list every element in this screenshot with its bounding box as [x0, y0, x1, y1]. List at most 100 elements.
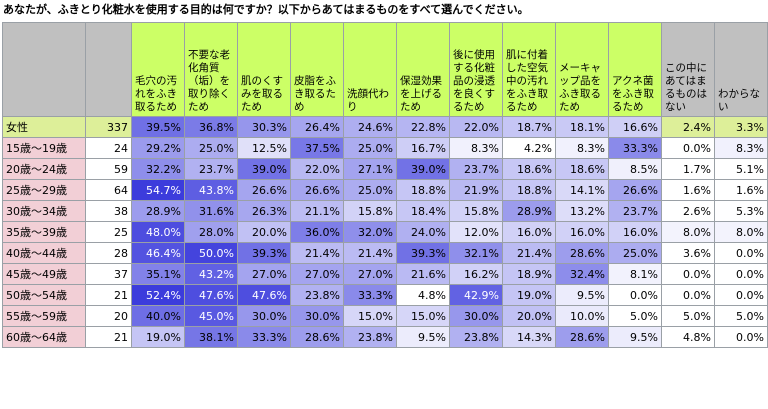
value-cell: 42.9% — [449, 284, 503, 306]
value-cell: 9.5% — [555, 284, 609, 306]
row-label: 女性 — [2, 116, 86, 138]
value-cell: 27.0% — [343, 263, 397, 285]
table-row: 20歳～24歳 59 32.2% 23.7% 39.0% 22.0% 27.1% 39.0% 2… — [2, 158, 768, 180]
value-cell: 32.2% — [131, 158, 185, 180]
value-cell: 19.0% — [502, 284, 556, 306]
value-cell: 39.3% — [237, 242, 291, 264]
value-cell: 0.0% — [714, 263, 768, 285]
value-cell: 33.3% — [343, 284, 397, 306]
value-cell: 1.6% — [714, 179, 768, 201]
row-label: 55歳～59歳 — [2, 305, 86, 327]
value-cell: 5.0% — [608, 305, 662, 327]
value-cell: 14.3% — [502, 326, 556, 348]
value-cell: 18.9% — [502, 263, 556, 285]
value-cell: 23.7% — [608, 200, 662, 222]
row-label: 35歳～39歳 — [2, 221, 86, 243]
value-cell: 28.6% — [555, 242, 609, 264]
table-row: 55歳～59歳 20 40.0% 45.0% 30.0% 30.0% 15.0% 15.0% 3… — [2, 305, 768, 327]
value-cell: 16.0% — [555, 221, 609, 243]
value-cell: 13.2% — [555, 200, 609, 222]
value-cell: 21.1% — [290, 200, 344, 222]
value-cell: 36.0% — [290, 221, 344, 243]
value-cell: 26.3% — [237, 200, 291, 222]
value-cell: 0.0% — [714, 326, 768, 348]
value-cell: 52.4% — [131, 284, 185, 306]
value-cell: 21.4% — [502, 242, 556, 264]
chart-title: あなたが、ふきとり化粧水を使用する目的は何ですか？以下からあてはまるものをすべて… — [3, 3, 529, 16]
value-cell: 1.6% — [661, 179, 715, 201]
row-n: 21 — [85, 284, 132, 306]
column-header: 保湿効果を上げるため — [396, 22, 450, 117]
value-cell: 3.3% — [714, 116, 768, 138]
value-cell: 21.4% — [343, 242, 397, 264]
row-label: 40歳～44歳 — [2, 242, 86, 264]
value-cell: 39.0% — [237, 158, 291, 180]
value-cell: 46.4% — [131, 242, 185, 264]
header-n — [85, 22, 132, 117]
row-label: 30歳～34歳 — [2, 200, 86, 222]
table-row: 50歳～54歳 21 52.4% 47.6% 47.6% 23.8% 33.3% 4.8% 42… — [2, 284, 768, 306]
value-cell: 39.0% — [396, 158, 450, 180]
results-table: 毛穴の汚れをふき取るため 不要な老化角質（垢）を取り除くため 肌のくすみを取るため皮… — [2, 22, 768, 348]
table-row: 45歳～49歳 37 35.1% 43.2% 27.0% 27.0% 27.0% 21.6% 1… — [2, 263, 768, 285]
value-cell: 12.5% — [237, 137, 291, 159]
row-n: 20 — [85, 305, 132, 327]
value-cell: 5.0% — [714, 305, 768, 327]
value-cell: 22.0% — [290, 158, 344, 180]
row-label: 50歳～54歳 — [2, 284, 86, 306]
value-cell: 27.0% — [290, 263, 344, 285]
value-cell: 30.0% — [449, 305, 503, 327]
value-cell: 32.1% — [449, 242, 503, 264]
value-cell: 19.0% — [131, 326, 185, 348]
value-cell: 8.3% — [714, 137, 768, 159]
value-cell: 39.5% — [131, 116, 185, 138]
value-cell: 47.6% — [184, 284, 238, 306]
value-cell: 18.8% — [396, 179, 450, 201]
value-cell: 25.0% — [343, 137, 397, 159]
value-cell: 18.8% — [502, 179, 556, 201]
value-cell: 8.3% — [449, 137, 503, 159]
column-header: 不要な老化角質（垢）を取り除くため — [184, 22, 238, 117]
value-cell: 43.8% — [184, 179, 238, 201]
column-header: この中にあてはまるものはない — [661, 22, 715, 117]
value-cell: 2.6% — [661, 200, 715, 222]
value-cell: 3.6% — [661, 242, 715, 264]
value-cell: 16.0% — [502, 221, 556, 243]
value-cell: 9.5% — [396, 326, 450, 348]
value-cell: 21.9% — [449, 179, 503, 201]
value-cell: 28.9% — [131, 200, 185, 222]
value-cell: 32.4% — [555, 263, 609, 285]
value-cell: 30.3% — [237, 116, 291, 138]
value-cell: 23.8% — [290, 284, 344, 306]
column-header: わからない — [714, 22, 768, 117]
value-cell: 5.3% — [714, 200, 768, 222]
value-cell: 22.0% — [449, 116, 503, 138]
row-label: 20歳～24歳 — [2, 158, 86, 180]
row-n: 24 — [85, 137, 132, 159]
value-cell: 16.7% — [396, 137, 450, 159]
value-cell: 4.8% — [661, 326, 715, 348]
column-header: 肌のくすみを取るため — [237, 22, 291, 117]
value-cell: 43.2% — [184, 263, 238, 285]
value-cell: 28.6% — [290, 326, 344, 348]
column-header: 毛穴の汚れをふき取るため — [131, 22, 185, 117]
value-cell: 0.0% — [714, 242, 768, 264]
value-cell: 26.4% — [290, 116, 344, 138]
table-row: 40歳～44歳 28 46.4% 50.0% 39.3% 21.4% 21.4% 39.3% 3… — [2, 242, 768, 264]
value-cell: 28.0% — [184, 221, 238, 243]
value-cell: 15.0% — [343, 305, 397, 327]
value-cell: 31.6% — [184, 200, 238, 222]
value-cell: 0.0% — [714, 284, 768, 306]
value-cell: 2.4% — [661, 116, 715, 138]
value-cell: 12.0% — [449, 221, 503, 243]
value-cell: 20.0% — [237, 221, 291, 243]
value-cell: 14.1% — [555, 179, 609, 201]
value-cell: 26.6% — [608, 179, 662, 201]
row-label: 60歳～64歳 — [2, 326, 86, 348]
value-cell: 32.0% — [343, 221, 397, 243]
value-cell: 48.0% — [131, 221, 185, 243]
row-n: 38 — [85, 200, 132, 222]
value-cell: 16.0% — [608, 221, 662, 243]
column-header: 後に使用する化粧品の浸透を良くするため — [449, 22, 503, 117]
value-cell: 36.8% — [184, 116, 238, 138]
